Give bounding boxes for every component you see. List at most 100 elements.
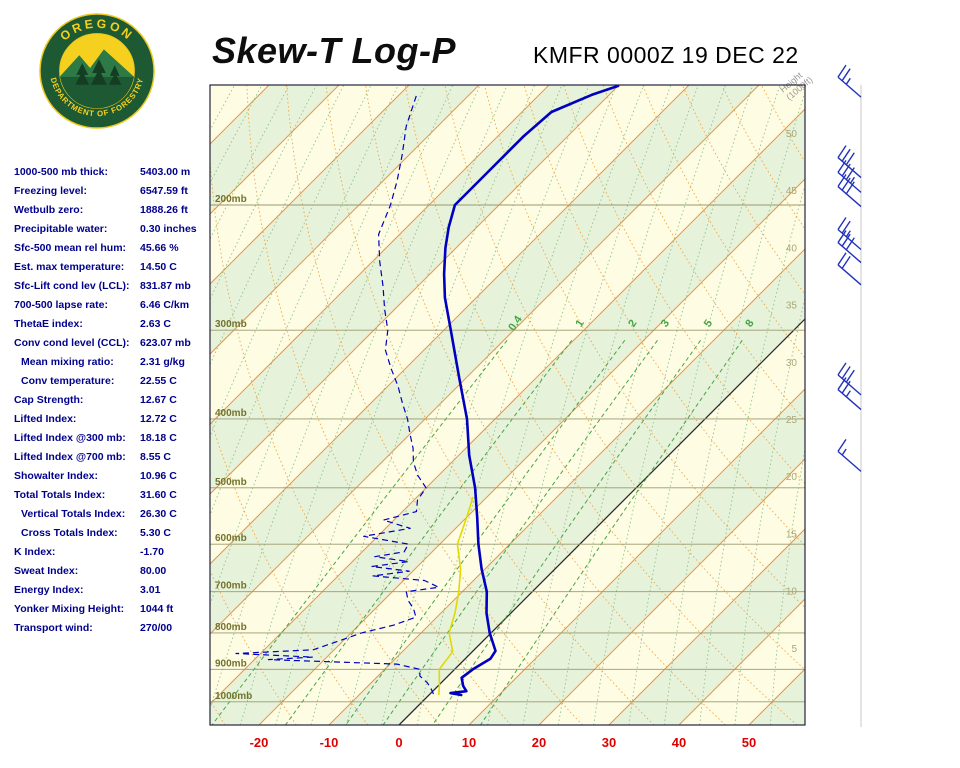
mixing-ratio-line <box>432 340 702 725</box>
mixing-ratio-line <box>480 340 743 725</box>
isotherm-line <box>210 108 805 705</box>
index-label: K Index: <box>14 545 56 558</box>
dry-adiabat-line <box>210 154 440 725</box>
moist-adiabat-line <box>769 445 805 725</box>
index-row: Precipitable water: 0.30 inches <box>14 219 210 238</box>
index-label: Conv temperature: <box>21 374 115 387</box>
tree-icon <box>108 65 122 85</box>
temp-axis-label: -20 <box>250 735 269 750</box>
temp-axis-label: 20 <box>532 735 546 750</box>
index-label: Wetbulb zero: <box>14 203 84 216</box>
temp-axis-label: 30 <box>602 735 616 750</box>
index-label: 700-500 lapse rate: <box>14 298 108 311</box>
index-row: Total Totals Index: 31.60 C <box>14 485 210 504</box>
moist-adiabat-line <box>239 85 481 725</box>
moist-adiabat-line <box>487 85 672 725</box>
dry-adiabat-line <box>841 85 960 725</box>
index-value: -1.70 <box>140 545 164 558</box>
moist-adiabat-line <box>557 85 726 725</box>
index-value: 22.55 C <box>140 374 177 387</box>
dry-adiabat-line <box>365 85 726 725</box>
isotherm-line <box>538 458 805 725</box>
moist-adiabat-line <box>210 85 399 517</box>
moist-adiabat-line <box>734 296 805 725</box>
index-value: 3.01 <box>140 583 161 596</box>
mixing-ratio-label: 5 <box>702 318 715 330</box>
index-label: Transport wind: <box>14 621 93 634</box>
isotherm-line <box>258 178 805 725</box>
tree-icon <box>75 63 90 85</box>
index-row: Freezing level: 6547.59 ft <box>14 181 210 200</box>
index-row: ThetaE index: 2.63 C <box>14 314 210 333</box>
moist-adiabat-line <box>0 85 207 725</box>
index-value: 12.67 C <box>140 393 177 406</box>
index-value: 5.30 C <box>140 526 171 539</box>
index-value: 6547.59 ft <box>140 184 188 197</box>
isotherm-band <box>210 109 805 725</box>
dry-adiabat-line <box>210 569 297 725</box>
isotherm-line <box>819 85 960 725</box>
mixing-ratio-label: 3 <box>659 318 672 330</box>
pressure-label: 400mb <box>215 408 247 419</box>
isotherm-line <box>0 85 199 725</box>
wind-barb-icon <box>837 362 862 396</box>
index-row: Transport wind: 270/00 <box>14 618 210 637</box>
wind-barb-icon <box>837 438 862 472</box>
wind-barb-icon <box>837 217 862 251</box>
index-value: 2.31 g/kg <box>140 355 185 368</box>
wetbulb-line <box>438 496 474 696</box>
index-label: Sfc-Lift cond lev (LCL): <box>14 279 130 292</box>
pressure-label: 700mb <box>215 581 247 592</box>
pressure-label: 500mb <box>215 477 247 488</box>
height-tick-label: 25 <box>786 415 798 426</box>
index-value: 8.55 C <box>140 450 171 463</box>
index-label: Lifted Index @700 mb: <box>14 450 126 463</box>
index-row: Wetbulb zero: 1888.26 ft <box>14 200 210 219</box>
height-tick-label: 35 <box>786 301 798 312</box>
index-label: Sfc-500 mean rel hum: <box>14 241 127 254</box>
dewpoint-line <box>235 94 440 695</box>
mixing-ratio-line <box>284 339 573 725</box>
index-label: 1000-500 mb thick: <box>14 165 108 178</box>
moist-adiabat-line <box>210 85 236 131</box>
index-value: 14.50 C <box>140 260 177 273</box>
index-label: Sweat Index: <box>14 564 79 577</box>
moist-adiabat-line <box>210 85 454 711</box>
mixing-ratio-line <box>345 340 626 725</box>
index-value: 45.66 % <box>140 241 179 254</box>
dry-adiabat-line <box>325 85 655 725</box>
isotherm-line <box>210 85 410 285</box>
moist-adiabat-line <box>381 85 590 725</box>
pressure-label: 900mb <box>215 658 247 669</box>
index-value: 80.00 <box>140 564 167 577</box>
height-tick-label: 50 <box>786 129 798 140</box>
odf-logo: OREGON DEPARTMENT OF FORESTRY <box>39 13 155 129</box>
index-row: Showalter Index: 10.96 C <box>14 466 210 485</box>
index-row: Energy Index: 3.01 <box>14 580 210 599</box>
index-label: Vertical Totals Index: <box>21 507 126 520</box>
index-value: 6.46 C/km <box>140 298 190 311</box>
index-label: Total Totals Index: <box>14 488 106 501</box>
index-label: Energy Index: <box>14 583 84 596</box>
index-label: Conv cond level (CCL): <box>14 336 130 349</box>
station-datetime: KMFR 0000Z 19 DEC 22 <box>533 42 799 68</box>
dry-adiabat-line <box>523 85 805 547</box>
wind-barb-icon <box>837 230 862 264</box>
mixing-ratio-label: 1 <box>573 318 586 330</box>
dry-adiabat-line <box>246 85 512 725</box>
index-label: Cap Strength: <box>14 393 84 406</box>
chart-frame <box>209 84 806 726</box>
isotherm-line <box>210 85 760 635</box>
index-value: 2.63 C <box>140 317 171 330</box>
dry-adiabat-line <box>563 85 805 485</box>
index-value: 1888.26 ft <box>140 203 188 216</box>
index-row: 700-500 lapse rate: 6.46 C/km <box>14 295 210 314</box>
pressure-label: 1000mb <box>215 691 252 702</box>
index-label: Showalter Index: <box>14 469 99 482</box>
index-row: Est. max temperature: 14.50 C <box>14 257 210 276</box>
height-tick-label: 15 <box>786 529 798 540</box>
moist-adiabat-line <box>451 85 645 725</box>
index-label: ThetaE index: <box>14 317 83 330</box>
temperature-line <box>442 85 620 697</box>
